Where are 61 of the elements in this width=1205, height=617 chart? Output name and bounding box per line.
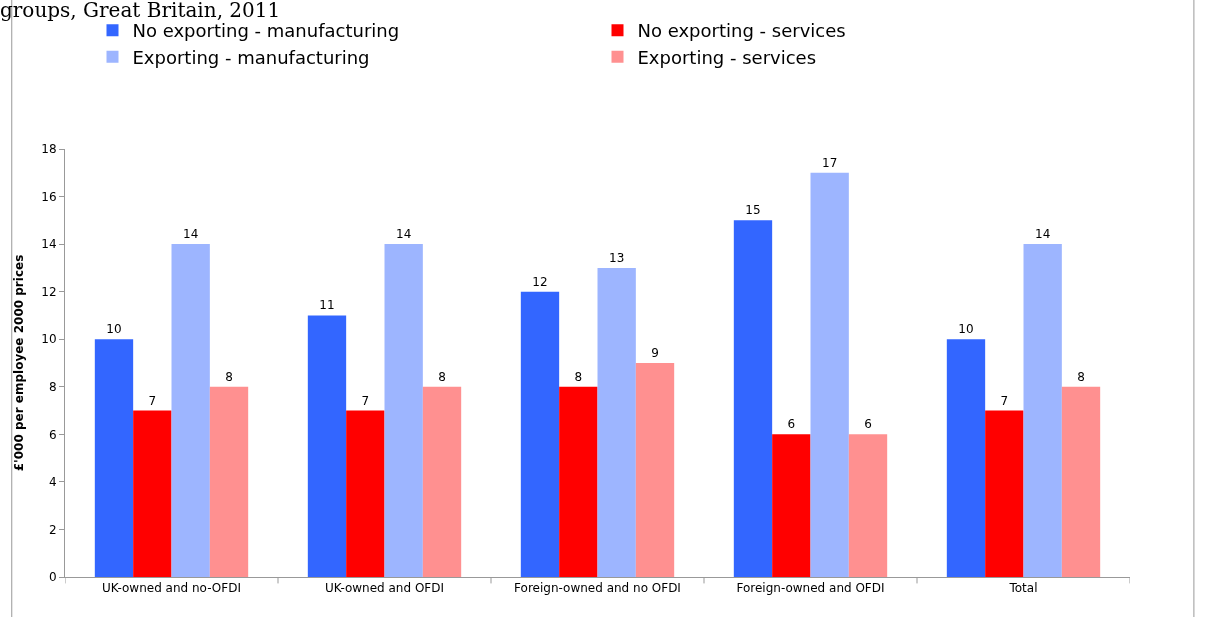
data-label: 14 bbox=[183, 227, 199, 242]
bar bbox=[209, 386, 249, 577]
legend-label: Exporting - manufacturing bbox=[132, 46, 370, 68]
data-label: 10 bbox=[958, 322, 974, 337]
y-tick-label: 18 bbox=[41, 142, 57, 157]
bar bbox=[346, 410, 385, 577]
y-tick-label: 6 bbox=[48, 427, 57, 442]
bar bbox=[772, 434, 811, 577]
x-tick-label: Total bbox=[1008, 581, 1038, 596]
data-label: 8 bbox=[574, 369, 583, 384]
y-tick-label: 2 bbox=[48, 522, 57, 537]
bar bbox=[384, 244, 423, 577]
bar bbox=[1023, 244, 1062, 577]
data-label: 7 bbox=[1000, 393, 1009, 408]
bar bbox=[422, 386, 462, 577]
x-tick-label: UK-owned and no-OFDI bbox=[102, 581, 241, 596]
data-label: 14 bbox=[1035, 227, 1051, 242]
legend-label: No exporting - manufacturing bbox=[132, 20, 400, 42]
data-label: 15 bbox=[745, 203, 761, 218]
data-label: 13 bbox=[609, 250, 625, 265]
data-label: 7 bbox=[148, 393, 157, 408]
y-tick-label: 16 bbox=[41, 189, 57, 204]
x-tick-label: Foreign-owned and OFDI bbox=[736, 581, 885, 596]
data-label: 11 bbox=[319, 298, 335, 313]
bar bbox=[94, 339, 134, 577]
bar bbox=[133, 410, 172, 577]
bar bbox=[848, 434, 888, 577]
bar bbox=[307, 315, 347, 577]
bar bbox=[520, 291, 560, 577]
legend-label: Exporting - services bbox=[637, 46, 817, 68]
data-label: 10 bbox=[106, 322, 122, 337]
bar bbox=[810, 172, 849, 577]
y-tick-label: 8 bbox=[48, 379, 57, 394]
y-tick-label: 0 bbox=[48, 570, 57, 585]
y-tick-label: 12 bbox=[41, 284, 57, 299]
data-label: 7 bbox=[361, 393, 370, 408]
bar bbox=[946, 339, 986, 577]
bar bbox=[985, 410, 1024, 577]
data-label: 12 bbox=[532, 274, 548, 289]
y-tick-label: 14 bbox=[41, 237, 57, 252]
data-label: 6 bbox=[787, 417, 796, 432]
bar bbox=[733, 220, 773, 577]
legend-label: No exporting - services bbox=[637, 20, 846, 42]
x-tick-label: Foreign-owned and no OFDI bbox=[514, 581, 681, 596]
bar bbox=[559, 386, 598, 577]
data-label: 8 bbox=[1077, 369, 1085, 384]
data-label: 8 bbox=[225, 369, 233, 384]
bar bbox=[635, 363, 675, 577]
data-label: 17 bbox=[822, 155, 838, 170]
y-tick-label: 10 bbox=[41, 332, 57, 347]
data-label: 14 bbox=[396, 227, 412, 242]
bar bbox=[171, 244, 210, 577]
y-axis-title: £'000 per employee 2000 prices bbox=[11, 254, 26, 472]
data-label: 9 bbox=[651, 346, 659, 360]
bar bbox=[597, 267, 636, 577]
x-tick-label: UK-owned and OFDI bbox=[324, 581, 445, 596]
chart-title: groups, Great Britain, 2011 bbox=[0, 0, 281, 23]
data-label: 8 bbox=[438, 369, 446, 384]
y-tick-label: 4 bbox=[48, 475, 57, 490]
data-label: 6 bbox=[864, 417, 872, 432]
bar bbox=[1061, 386, 1101, 577]
